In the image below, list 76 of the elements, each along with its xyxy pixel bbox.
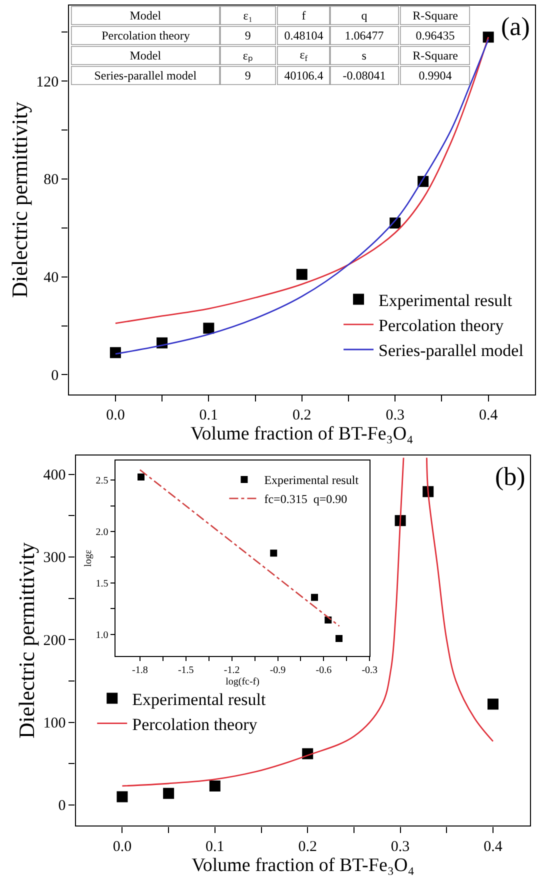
y-tick-label: 400 bbox=[43, 468, 66, 484]
x-tick-label: 0.3 bbox=[390, 838, 410, 855]
annotation: 1.06477 bbox=[344, 28, 384, 42]
annotation: q bbox=[361, 8, 368, 22]
annotation: 9 bbox=[244, 28, 251, 42]
x-axis-title: Volume fraction of BT-Fe₃O₄ bbox=[192, 854, 414, 876]
legend-label: Series-parallel model bbox=[378, 341, 524, 360]
y-axis-title: logε bbox=[82, 550, 94, 567]
y-tick-label: 100 bbox=[43, 716, 66, 732]
x-tick-label: -1.5 bbox=[178, 665, 194, 676]
annotation: 9 bbox=[244, 68, 251, 82]
y-tick-label: 2.0 bbox=[96, 527, 108, 538]
annotation: Series-parallel model bbox=[94, 68, 198, 82]
annotation: Percolation theory bbox=[102, 28, 190, 42]
annotation: (a) bbox=[501, 12, 530, 41]
y-tick-label: 120 bbox=[36, 74, 59, 90]
y-tick-label: 0 bbox=[51, 368, 59, 384]
x-tick-label: 0.3 bbox=[386, 407, 404, 424]
y-tick-label: 2.5 bbox=[96, 476, 108, 487]
point bbox=[336, 634, 343, 642]
y-tick-label: 40 bbox=[44, 270, 59, 286]
y-axis-title: Dielectric permittivity bbox=[6, 102, 32, 298]
annotation: R-Square bbox=[412, 48, 458, 62]
x-axis-title: log(fc-f) bbox=[226, 676, 260, 688]
point bbox=[311, 594, 318, 601]
annotation: 0.96435 bbox=[416, 28, 455, 42]
annotation: ε₁ bbox=[243, 8, 253, 22]
legend-label: fc=0.315 q=0.90 bbox=[264, 492, 348, 506]
x-tick-label: 0.0 bbox=[106, 407, 125, 424]
x-tick-label: 0.1 bbox=[206, 838, 224, 855]
point bbox=[110, 347, 121, 358]
x-tick-label: -1.8 bbox=[132, 665, 148, 676]
annotation: 40106.4 bbox=[284, 68, 324, 82]
x-tick-label: -0.3 bbox=[362, 665, 378, 676]
x-tick-label: 0.0 bbox=[112, 838, 132, 855]
annotation: ε$_{f}$ bbox=[300, 48, 308, 64]
y-tick-label: 80 bbox=[44, 172, 59, 188]
x-tick-label: 0.4 bbox=[478, 407, 498, 424]
legend-label: Percolation theory bbox=[378, 316, 504, 336]
annotation: Model bbox=[130, 8, 162, 22]
annotation: Model bbox=[130, 48, 162, 62]
point bbox=[138, 474, 145, 481]
y-tick-label: 300 bbox=[43, 550, 66, 566]
annotation: εₚ bbox=[242, 48, 253, 62]
x-tick-label: 0.4 bbox=[484, 838, 503, 855]
point bbox=[163, 788, 174, 799]
annotation: f bbox=[302, 8, 306, 22]
annotation: 0.48104 bbox=[284, 28, 324, 42]
legend-label: Experimental result bbox=[132, 690, 266, 709]
x-axis-title: Volume fraction of BT-Fe₃O₄ bbox=[190, 423, 414, 444]
y-tick-label: 1.5 bbox=[96, 578, 108, 590]
annotation: (b) bbox=[495, 462, 526, 491]
point bbox=[209, 780, 220, 792]
y-tick-label: 0 bbox=[58, 798, 66, 814]
point bbox=[488, 698, 498, 710]
x-tick-label: -1.2 bbox=[224, 665, 240, 676]
x-tick-label: -0.6 bbox=[316, 665, 332, 676]
legend-label: Experimental result bbox=[378, 290, 512, 310]
y-tick-label: 200 bbox=[43, 632, 66, 649]
point bbox=[203, 322, 214, 334]
point bbox=[116, 791, 128, 802]
x-tick-label: -0.9 bbox=[270, 665, 286, 676]
point bbox=[482, 32, 494, 43]
annotation: 0.9904 bbox=[418, 68, 452, 82]
annotation: R-Square bbox=[412, 8, 458, 22]
x-tick-label: 0.2 bbox=[298, 838, 317, 855]
legend-label: Experimental result bbox=[264, 473, 360, 488]
y-axis-title: Dielectric permittivity bbox=[14, 542, 40, 739]
x-tick-label: 0.2 bbox=[292, 407, 312, 424]
point bbox=[296, 268, 308, 280]
legend-label: Percolation theory bbox=[132, 714, 258, 734]
y-tick-label: 1.0 bbox=[96, 630, 108, 641]
x-tick-label: 0.1 bbox=[199, 407, 218, 424]
annotation: s bbox=[362, 48, 367, 62]
point bbox=[270, 550, 278, 557]
annotation: -0.08041 bbox=[342, 68, 386, 82]
